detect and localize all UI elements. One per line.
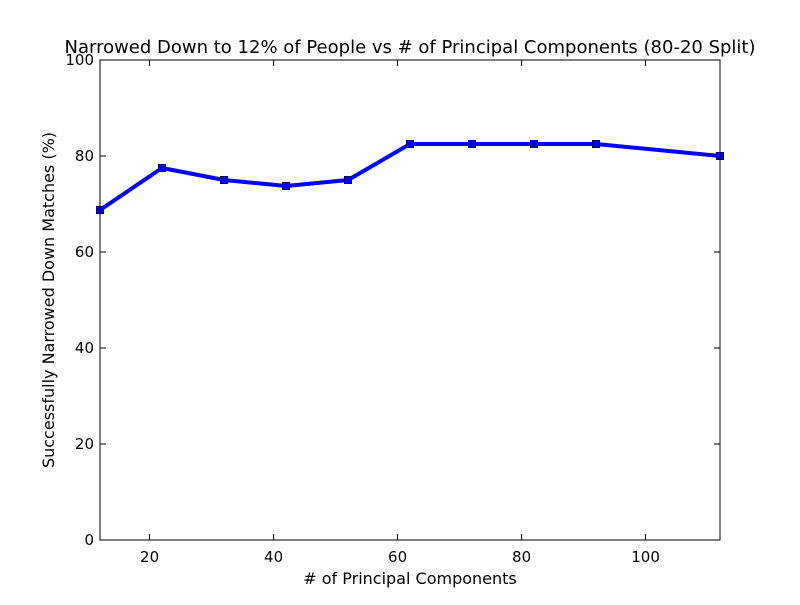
- data-point-marker: [468, 140, 476, 148]
- y-tick-label: 60: [75, 243, 94, 261]
- y-tick-label: 0: [84, 531, 94, 549]
- data-point-marker: [282, 182, 290, 190]
- y-tick-label: 100: [65, 51, 94, 69]
- x-tick-label: 40: [264, 548, 283, 566]
- x-tick-label: 60: [388, 548, 407, 566]
- x-axis-label: # of Principal Components: [303, 569, 517, 588]
- y-axis-label: Successfully Narrowed Down Matches (%): [39, 132, 58, 468]
- series-line: [98, 142, 721, 212]
- data-point-marker: [406, 140, 414, 148]
- x-tick-label: 100: [631, 548, 660, 566]
- series-layer: [96, 140, 724, 214]
- y-tick-label: 80: [75, 147, 94, 165]
- x-tick-label: 80: [512, 548, 531, 566]
- chart-title: Narrowed Down to 12% of People vs # of P…: [64, 37, 755, 58]
- data-point-marker: [530, 140, 538, 148]
- data-point-marker: [220, 176, 228, 184]
- data-point-marker: [158, 164, 166, 172]
- data-point-marker: [592, 140, 600, 148]
- plot-area-frame: [99, 59, 721, 541]
- x-tick-label: 20: [140, 548, 159, 566]
- data-point-marker: [344, 176, 352, 184]
- y-tick-label: 20: [75, 435, 94, 453]
- ticks-layer: 20 40 60 80 100 0 20 40 60 80 100: [65, 51, 720, 566]
- y-tick-label: 40: [75, 339, 94, 357]
